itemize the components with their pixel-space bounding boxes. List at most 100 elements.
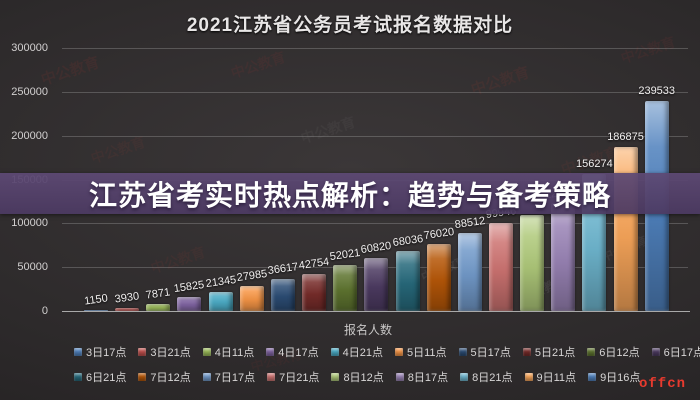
- headline-text: 江苏省考实时热点解析：趋势与备考策略: [88, 179, 611, 211]
- legend-label: 8日21点: [472, 372, 513, 384]
- legend-row: 6日21点 7日12点 7日17点 7日21点 8日12点 8日17点 8日21点 9日11点…: [74, 369, 652, 385]
- offcn-logo: offcn: [638, 376, 686, 392]
- bar-7日17点: [457, 233, 482, 311]
- y-tick-label: 200000: [11, 129, 48, 142]
- legend-item-4日21点: 4日21点: [330, 344, 383, 360]
- legend-item-6日12点: 6日12点: [587, 344, 640, 360]
- legend-swatch: [651, 348, 660, 356]
- gridline: [62, 135, 688, 137]
- bar-6日17点: [364, 257, 389, 311]
- legend-label: 7日17点: [214, 372, 256, 384]
- brand-watermark-stamp: 中公教育: [88, 133, 148, 167]
- y-tick-label: 300000: [11, 42, 48, 54]
- legend-item-9日11点: 9日11点: [524, 369, 577, 385]
- legend-item-8日21点: 8日21点: [460, 369, 513, 385]
- legend-item-5日17点: 5日17点: [458, 344, 511, 360]
- gridline: [62, 223, 688, 225]
- legend-swatch: [588, 373, 597, 381]
- legend-item-6日21点: 6日21点: [74, 369, 126, 385]
- legend-label: 7日21点: [279, 372, 320, 384]
- legend-label: 9日16点: [600, 372, 641, 384]
- legend-label: 6日21点: [86, 372, 127, 384]
- legend-swatch: [395, 373, 404, 381]
- legend-item-7日12点: 7日12点: [138, 369, 191, 385]
- chart-title: 2021江苏省公务员考试报名数据对比: [186, 15, 514, 36]
- bar-5日17点: [270, 278, 295, 311]
- bar-9日11点: [613, 147, 638, 311]
- bar-value-label: 239533: [638, 85, 676, 97]
- legend-item-7日17点: 7日17点: [202, 369, 256, 385]
- legend-row: 3日17点 3日21点 4日11点 4日17点 4日21点 5日11点 5日17点 5日21点…: [74, 344, 700, 360]
- legend-label: 3日17点: [86, 347, 127, 359]
- legend-item-4日11点: 4日11点: [202, 344, 255, 360]
- legend-swatch: [330, 348, 339, 356]
- brand-watermark-stamp: 中公教育: [228, 48, 288, 82]
- bar-8日12点: [520, 214, 545, 311]
- bar-4日11点: [146, 304, 171, 311]
- legend-item-3日17点: 3日17点: [74, 344, 126, 360]
- x-axis-line: [62, 311, 690, 312]
- legend-item-4日17点: 4日17点: [266, 344, 319, 360]
- headline-banner: 江苏省考实时热点解析：趋势与备考策略: [0, 173, 700, 214]
- legend-label: 4日11点: [214, 347, 255, 359]
- legend-swatch: [202, 373, 211, 381]
- legend-swatch: [458, 348, 467, 356]
- legend-item-6日17点: 6日17点: [651, 344, 700, 360]
- legend-label: 7日12点: [150, 372, 191, 384]
- legend-swatch: [331, 373, 340, 381]
- legend-label: 5日11点: [406, 347, 447, 359]
- gridline: [62, 48, 688, 49]
- legend-swatch: [74, 348, 82, 356]
- bar-6日21点: [395, 251, 420, 311]
- legend-swatch: [522, 348, 531, 356]
- brand-watermark-stamp: 中公教育: [618, 33, 678, 67]
- legend-item-5日21点: 5日21点: [522, 344, 576, 360]
- legend-swatch: [267, 373, 276, 381]
- legend-item-7日21点: 7日21点: [267, 369, 319, 385]
- bar-6日12点: [333, 265, 358, 311]
- y-tick-label: 50000: [17, 261, 48, 274]
- legend-swatch: [524, 373, 533, 381]
- legend-item-8日12点: 8日12点: [331, 369, 384, 385]
- bar-value-label: 186875: [607, 131, 644, 144]
- legend-label: 6日17点: [663, 347, 700, 359]
- legend-swatch: [266, 348, 275, 356]
- bar-value-label: 156274: [576, 157, 613, 170]
- brand-watermark-stamp: 中公教育: [469, 64, 532, 99]
- bar-7日12点: [426, 244, 451, 311]
- legend-label: 8日17点: [407, 372, 449, 384]
- brand-watermark-stamp: 中公教育: [39, 54, 102, 89]
- bar-3日17点: [84, 309, 108, 311]
- y-tick-label: 250000: [11, 85, 48, 98]
- y-tick-label: 0: [41, 305, 48, 317]
- legend-label: 5日17点: [470, 347, 511, 359]
- legend-label: 4日17点: [278, 347, 319, 359]
- legend-swatch: [202, 348, 211, 356]
- brand-watermark-stamp: 中公教育: [148, 243, 208, 277]
- legend-label: 9日11点: [536, 372, 577, 384]
- legend-label: 5日21点: [534, 347, 576, 359]
- legend-swatch: [460, 373, 469, 381]
- gridline: [62, 91, 688, 93]
- legend-swatch: [138, 348, 147, 356]
- brand-watermark-stamp: 中公教育: [298, 112, 357, 148]
- legend-swatch: [394, 348, 403, 356]
- legend-swatch: [74, 373, 82, 381]
- legend-swatch: [587, 348, 596, 356]
- x-axis-title: 报名人数: [343, 323, 392, 337]
- legend-swatch: [138, 373, 147, 381]
- legend-item-9日16点: 9日16点: [588, 369, 640, 385]
- bar-5日21点: [302, 273, 327, 311]
- bar-3日21点: [115, 307, 140, 311]
- bar-7日21点: [488, 223, 513, 311]
- legend-item-5日11点: 5日11点: [394, 344, 447, 360]
- legend-item-3日21点: 3日21点: [138, 344, 191, 360]
- legend-label: 8日12点: [343, 372, 384, 384]
- bar-4日17点: [177, 297, 202, 311]
- y-tick-label: 100000: [11, 217, 48, 230]
- bar-5日11点: [239, 286, 264, 311]
- bar-4日21点: [208, 292, 233, 311]
- legend-item-8日17点: 8日17点: [395, 369, 449, 385]
- legend-label: 3日21点: [150, 347, 191, 359]
